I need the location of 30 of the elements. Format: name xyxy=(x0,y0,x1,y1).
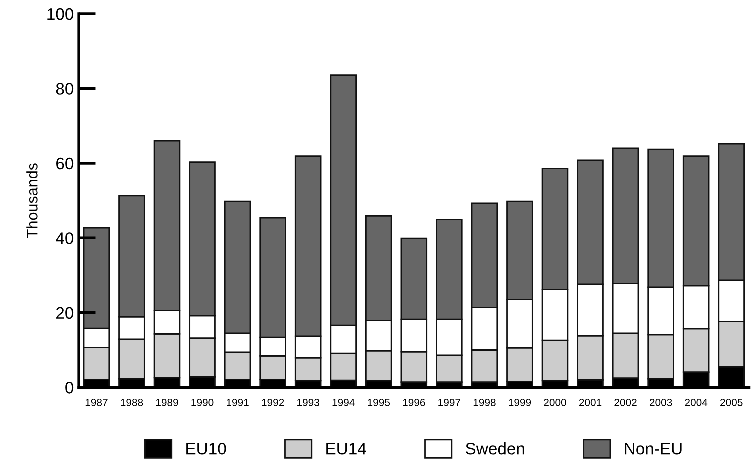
x-tick-label: 2005 xyxy=(720,398,743,406)
legend-label: EU14 xyxy=(326,443,366,455)
x-tick-label: 2000 xyxy=(544,398,566,406)
x-tick-label: 1989 xyxy=(156,398,178,406)
x-tick-label: 2003 xyxy=(650,398,672,406)
x-tick-label: 1993 xyxy=(298,398,320,406)
x-tick-label: 1995 xyxy=(368,398,390,406)
legend-label: Non-EU xyxy=(625,443,682,455)
x-tick-label: 1999 xyxy=(509,398,532,406)
y-axis-title: Thousands xyxy=(26,164,38,238)
y-tick-label: 60 xyxy=(56,158,74,170)
x-tick-label: 1996 xyxy=(403,398,426,406)
x-tick-label: 1992 xyxy=(262,398,284,406)
x-tick-label: 1994 xyxy=(332,398,355,406)
x-tick-label: 1998 xyxy=(474,398,496,406)
legend-label: Sweden xyxy=(466,442,524,455)
x-tick-label: 1990 xyxy=(192,398,214,406)
x-tick-label: 2004 xyxy=(685,398,708,406)
y-tick-label: 0 xyxy=(66,382,74,394)
y-tick-label: 100 xyxy=(48,8,74,20)
x-tick-label: 1987 xyxy=(86,398,108,406)
legend-label: EU10 xyxy=(186,443,226,455)
x-tick-label: 2001 xyxy=(579,398,602,406)
y-tick-label: 40 xyxy=(56,232,74,244)
x-tick-label: 2002 xyxy=(614,398,637,406)
x-tick-label: 1991 xyxy=(227,398,249,406)
y-tick-label: 80 xyxy=(56,83,74,95)
y-tick-label: 20 xyxy=(56,307,74,320)
x-tick-label: 1988 xyxy=(121,398,144,406)
x-tick-label: 1997 xyxy=(438,398,460,406)
